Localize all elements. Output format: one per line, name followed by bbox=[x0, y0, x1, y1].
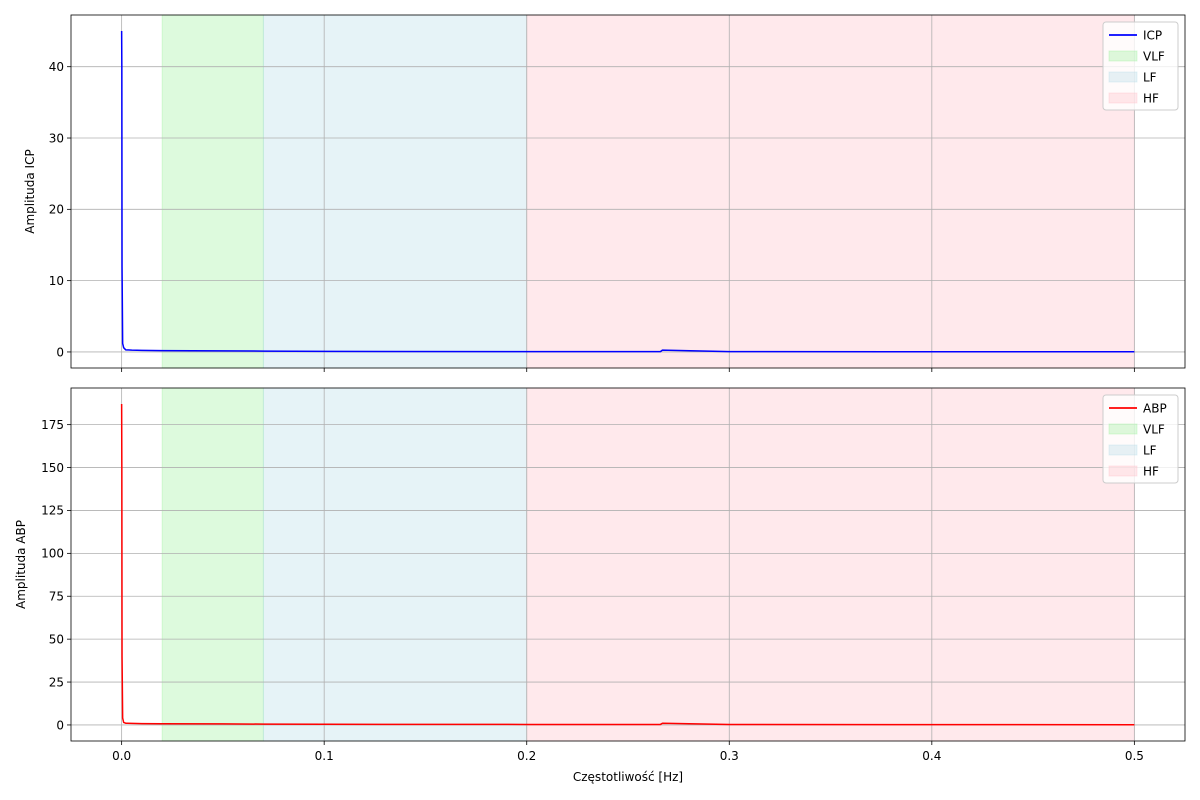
y-tick-label: 50 bbox=[49, 632, 64, 646]
legend-swatch-vlf bbox=[1108, 423, 1138, 435]
legend-label-hf: HF bbox=[1143, 91, 1159, 105]
legend-label-abp: ABP bbox=[1143, 401, 1167, 415]
band-vlf bbox=[161, 14, 264, 369]
legend-swatch-vlf bbox=[1108, 50, 1138, 62]
x-tick-label: 0.5 bbox=[1125, 749, 1144, 763]
x-tick-label: 0.1 bbox=[315, 749, 334, 763]
legend-swatch-lf bbox=[1108, 444, 1138, 456]
band-lf bbox=[262, 14, 528, 369]
y-tick-label: 25 bbox=[49, 675, 64, 689]
x-tick-label: 0.0 bbox=[112, 749, 131, 763]
y-tick-label: 0 bbox=[56, 718, 64, 732]
band-lf bbox=[262, 387, 528, 742]
legend: ABP VLF LF HF bbox=[1102, 394, 1179, 484]
series-line-abp bbox=[120, 404, 1135, 726]
chart-panel-2: 0.0 0.1 0.2 0.3 0.4 0.5 0 25 50 75 100 125 150 175 Amp… bbox=[14, 387, 1186, 784]
chart-panel-1: 0 10 20 30 40 Amplituda ICP ICP VLF LF HF bbox=[23, 14, 1186, 372]
y-tick-label: 10 bbox=[49, 274, 64, 288]
x-tick-label: 0.2 bbox=[517, 749, 536, 763]
axes-frame bbox=[70, 387, 1186, 742]
y-tick-label: 75 bbox=[49, 590, 64, 604]
legend-label-vlf: VLF bbox=[1143, 422, 1165, 436]
legend-label-icp: ICP bbox=[1143, 28, 1162, 42]
y-axis-label: Amplituda ABP bbox=[14, 520, 28, 609]
y-tick-label: 150 bbox=[41, 461, 64, 475]
x-tick-label: 0.3 bbox=[720, 749, 739, 763]
x-tick-label: 0.4 bbox=[922, 749, 941, 763]
legend-box bbox=[1102, 394, 1179, 484]
x-axis-label: Częstotliwość [Hz] bbox=[573, 770, 683, 784]
legend-swatch-hf bbox=[1108, 465, 1138, 477]
series-line-icp bbox=[120, 31, 1135, 353]
band-vlf bbox=[161, 387, 264, 742]
band-hf bbox=[526, 387, 1135, 742]
legend-swatch-lf bbox=[1108, 71, 1138, 83]
legend-swatch-hf bbox=[1108, 92, 1138, 104]
axes-frame bbox=[70, 14, 1186, 369]
legend: ICP VLF LF HF bbox=[1102, 21, 1179, 111]
legend-label-vlf: VLF bbox=[1143, 49, 1165, 63]
legend-box bbox=[1102, 21, 1179, 111]
y-tick-label: 0 bbox=[56, 345, 64, 359]
legend-label-lf: LF bbox=[1143, 443, 1157, 457]
y-tick-label: 100 bbox=[41, 547, 64, 561]
y-tick-label: 40 bbox=[49, 60, 64, 74]
y-tick-label: 20 bbox=[49, 203, 64, 217]
y-tick-label: 30 bbox=[49, 131, 64, 145]
band-hf bbox=[526, 14, 1135, 369]
y-tick-label: 125 bbox=[41, 504, 64, 518]
y-tick-label: 175 bbox=[41, 418, 64, 432]
legend-label-hf: HF bbox=[1143, 464, 1159, 478]
legend-label-lf: LF bbox=[1143, 70, 1157, 84]
y-axis-label: Amplituda ICP bbox=[23, 149, 37, 233]
